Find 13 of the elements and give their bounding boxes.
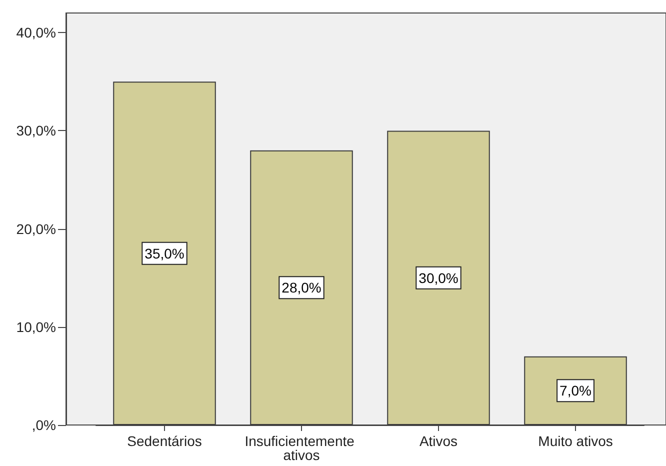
y-tick-label: ,0%: [32, 417, 56, 433]
x-tick-label: Insuficientemente ativos: [244, 433, 358, 463]
y-tick-label: 10,0%: [16, 318, 56, 335]
data-label: 7,0%: [560, 382, 592, 399]
data-label: 35,0%: [144, 245, 184, 262]
x-tick-label: Ativos: [419, 433, 458, 449]
x-tick-label: Sedentários: [127, 433, 202, 449]
y-tick-label: 30,0%: [16, 122, 56, 139]
y-tick-label: 20,0%: [16, 220, 56, 237]
data-label: 30,0%: [418, 270, 458, 286]
data-label: 28,0%: [282, 280, 322, 296]
y-tick-label: 40,0%: [16, 24, 56, 41]
x-tick-label: Muito ativos: [538, 433, 613, 449]
